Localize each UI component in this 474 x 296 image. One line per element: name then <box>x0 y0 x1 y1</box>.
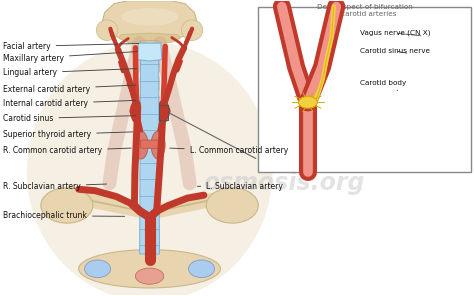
Text: Internal carotid artery: Internal carotid artery <box>3 99 136 108</box>
Ellipse shape <box>136 268 164 284</box>
Circle shape <box>299 96 318 108</box>
FancyBboxPatch shape <box>140 96 159 109</box>
Polygon shape <box>140 44 159 254</box>
FancyBboxPatch shape <box>141 140 158 148</box>
Text: Vagus nerve (CN X): Vagus nerve (CN X) <box>360 30 430 36</box>
Text: Lingual artery: Lingual artery <box>3 68 137 77</box>
FancyBboxPatch shape <box>140 187 159 200</box>
FancyBboxPatch shape <box>140 132 159 145</box>
FancyBboxPatch shape <box>140 151 159 164</box>
FancyBboxPatch shape <box>140 59 159 73</box>
Ellipse shape <box>84 260 110 278</box>
Text: R. Common carotid artery: R. Common carotid artery <box>3 147 131 155</box>
Text: L. Common carotid artery: L. Common carotid artery <box>170 147 288 155</box>
Ellipse shape <box>134 131 148 159</box>
Ellipse shape <box>206 188 258 223</box>
Polygon shape <box>102 1 197 40</box>
Text: R. Subclavian artery: R. Subclavian artery <box>3 182 107 191</box>
Bar <box>159 105 167 120</box>
Ellipse shape <box>79 250 220 288</box>
FancyBboxPatch shape <box>140 223 159 237</box>
Text: Superior thyroid artery: Superior thyroid artery <box>3 130 133 139</box>
Bar <box>258 7 471 172</box>
Text: L. Subclavian artery: L. Subclavian artery <box>197 182 283 191</box>
Ellipse shape <box>121 8 178 26</box>
Ellipse shape <box>182 20 203 41</box>
Ellipse shape <box>96 20 118 41</box>
Polygon shape <box>119 33 180 44</box>
Text: Carotid body: Carotid body <box>360 80 406 91</box>
Text: Maxillary artery: Maxillary artery <box>3 52 137 63</box>
FancyBboxPatch shape <box>140 77 159 91</box>
Ellipse shape <box>189 260 215 278</box>
Ellipse shape <box>151 131 165 159</box>
Text: Deep aspect of bifurcation
of carotid arteries: Deep aspect of bifurcation of carotid ar… <box>317 4 412 17</box>
Text: osmosis.org: osmosis.org <box>203 171 365 195</box>
Text: Carotid sinus nerve: Carotid sinus nerve <box>360 48 430 54</box>
FancyBboxPatch shape <box>140 114 159 127</box>
Polygon shape <box>140 213 159 260</box>
FancyBboxPatch shape <box>140 169 159 182</box>
Text: External carotid artery: External carotid artery <box>3 85 136 94</box>
Text: Carotid sinus: Carotid sinus <box>3 114 136 123</box>
Text: Facial artery: Facial artery <box>3 42 139 51</box>
FancyBboxPatch shape <box>140 41 159 55</box>
FancyBboxPatch shape <box>140 205 159 218</box>
Polygon shape <box>137 43 162 61</box>
Ellipse shape <box>27 42 273 296</box>
Ellipse shape <box>41 188 93 223</box>
FancyBboxPatch shape <box>140 242 159 255</box>
Text: Brachiocephalic trunk: Brachiocephalic trunk <box>3 211 125 220</box>
